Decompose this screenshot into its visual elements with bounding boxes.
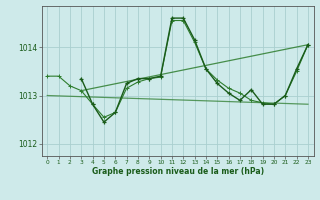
X-axis label: Graphe pression niveau de la mer (hPa): Graphe pression niveau de la mer (hPa) — [92, 167, 264, 176]
